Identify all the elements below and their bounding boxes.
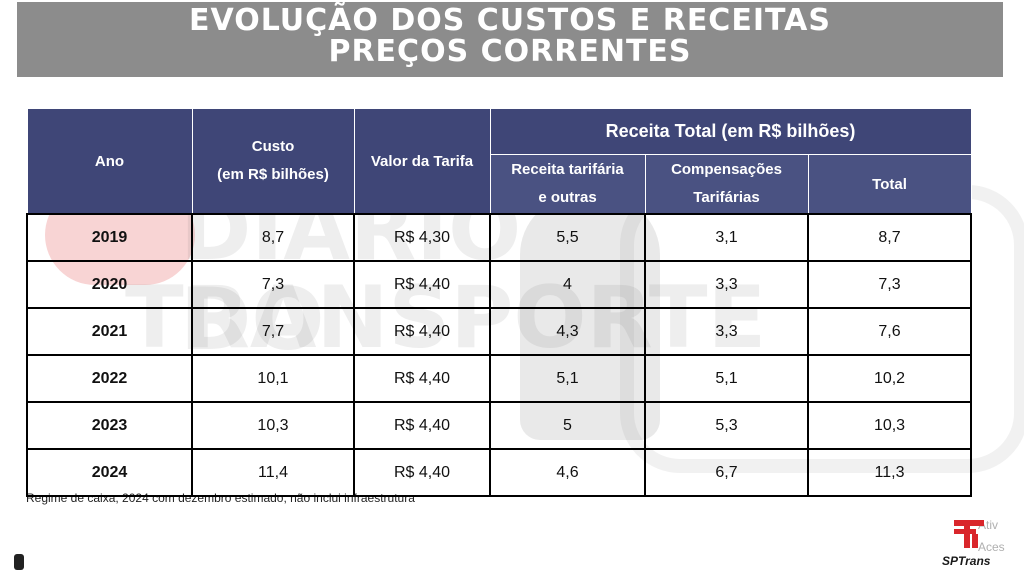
- cell-receita: 4,6: [489, 448, 646, 497]
- cell-total: 7,3: [806, 260, 973, 309]
- header-custo: Custo (em R$ bilhões): [191, 108, 355, 215]
- cell-receita: 4: [489, 260, 646, 309]
- cell-custo: 11,4: [191, 448, 355, 497]
- table-row: 2024 11,4 R$ 4,40 4,6 6,7 11,3: [26, 448, 973, 497]
- sptrans-logo-icon: [954, 520, 984, 548]
- sptrans-logo-text: SPTrans: [942, 554, 991, 568]
- cell-total: 10,3: [806, 401, 973, 450]
- cell-ano: 2023: [26, 401, 193, 450]
- cell-compensacoes: 5,1: [644, 354, 809, 403]
- header-compensacoes: Compensações Tarifárias: [644, 154, 809, 215]
- activation-line-2: Aces: [978, 540, 1005, 554]
- cell-custo: 10,3: [191, 401, 355, 450]
- cell-total: 8,7: [806, 213, 973, 262]
- cell-receita: 5,1: [489, 354, 646, 403]
- cell-custo: 8,7: [191, 213, 355, 262]
- cell-compensacoes: 3,3: [644, 307, 809, 356]
- sptrans-logo: SPTrans: [938, 512, 1018, 572]
- cell-tarifa: R$ 4,40: [353, 354, 491, 403]
- header-custo-line2: (em R$ bilhões): [217, 166, 329, 183]
- header-ano: Ano: [26, 108, 193, 215]
- cell-custo: 10,1: [191, 354, 355, 403]
- table-row: 2020 7,3 R$ 4,40 4 3,3 7,3: [26, 260, 973, 309]
- cell-compensacoes: 3,1: [644, 213, 809, 262]
- cell-ano: 2024: [26, 448, 193, 497]
- cell-total: 10,2: [806, 354, 973, 403]
- cell-custo: 7,7: [191, 307, 355, 356]
- header-tarifa: Valor da Tarifa: [353, 108, 491, 215]
- cell-total: 11,3: [806, 448, 973, 497]
- header-custo-line1: Custo: [251, 138, 295, 155]
- cell-receita: 5: [489, 401, 646, 450]
- cell-receita: 4,3: [489, 307, 646, 356]
- header-receita-total: Receita Total (em R$ bilhões): [489, 108, 972, 155]
- header-receita-tarifaria-line2: e outras: [538, 189, 597, 206]
- cell-compensacoes: 3,3: [644, 260, 809, 309]
- cell-tarifa: R$ 4,30: [353, 213, 491, 262]
- cell-compensacoes: 5,3: [644, 401, 809, 450]
- table-row: 2021 7,7 R$ 4,40 4,3 3,3 7,6: [26, 307, 973, 356]
- cell-compensacoes: 6,7: [644, 448, 809, 497]
- table-row: 2022 10,1 R$ 4,40 5,1 5,1 10,2: [26, 354, 973, 403]
- header-receita-tarifaria-line1: Receita tarifária: [511, 161, 624, 178]
- title-line-1: EVOLUÇÃO DOS CUSTOS E RECEITAS: [189, 3, 831, 38]
- cell-tarifa: R$ 4,40: [353, 260, 491, 309]
- cell-total: 7,6: [806, 307, 973, 356]
- cell-tarifa: R$ 4,40: [353, 307, 491, 356]
- cell-ano: 2021: [26, 307, 193, 356]
- slide-number-icon: [14, 554, 24, 570]
- cell-tarifa: R$ 4,40: [353, 448, 491, 497]
- costs-revenues-table: Ano Custo (em R$ bilhões) Valor da Tarif…: [26, 108, 973, 497]
- header-compensacoes-line1: Compensações: [671, 161, 782, 178]
- title-line-2: PREÇOS CORRENTES: [328, 34, 692, 69]
- cell-tarifa: R$ 4,40: [353, 401, 491, 450]
- table-row: 2023 10,3 R$ 4,40 5 5,3 10,3: [26, 401, 973, 450]
- cell-custo: 7,3: [191, 260, 355, 309]
- cell-ano: 2022: [26, 354, 193, 403]
- header-total: Total: [807, 154, 972, 215]
- header-receita-tarifaria: Receita tarifária e outras: [489, 154, 646, 215]
- table-row: 2019 8,7 R$ 4,30 5,5 3,1 8,7: [26, 213, 973, 262]
- cell-ano: 2019: [26, 213, 193, 262]
- title-banner: EVOLUÇÃO DOS CUSTOS E RECEITAS PREÇOS CO…: [17, 2, 1003, 77]
- cell-ano: 2020: [26, 260, 193, 309]
- header-compensacoes-line2: Tarifárias: [693, 189, 760, 206]
- cell-receita: 5,5: [489, 213, 646, 262]
